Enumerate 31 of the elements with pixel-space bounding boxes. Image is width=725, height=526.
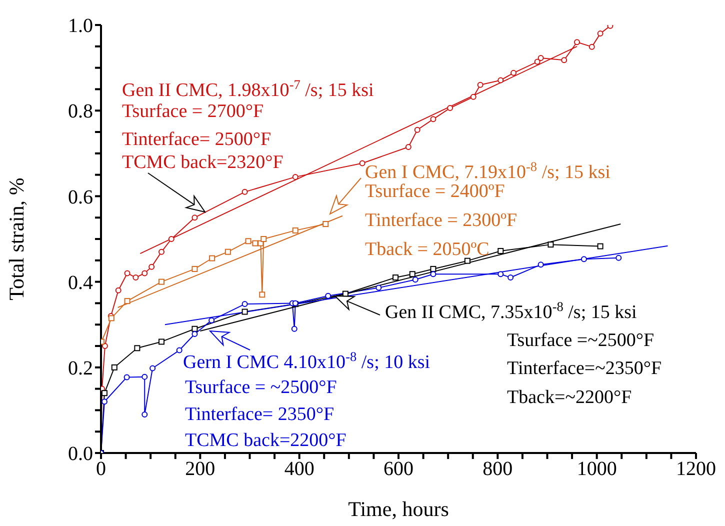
y-tick-label: 0.8 [68,100,93,123]
y-tick-label: 0.4 [68,272,93,294]
annotation: Tinterface = 2300ºF [365,210,518,231]
x-tick-label: 1200 [676,458,716,480]
annotation: Gen II CMC, 7.35x10$^{-8}$ /s; 15 ksi [385,298,637,323]
annotation: Tinterface= 2350°F [185,404,334,425]
y-tick-label: 0.6 [68,186,93,208]
annotation: Gen I CMC, 7.19x10$^{-8}$ /s; 15 ksi [365,158,610,183]
annotation: Tback=~2200°F [507,387,632,408]
y-tick-label: 0.2 [68,358,93,380]
y-tick-label: 0.0 [68,443,93,466]
y-axis-title: Total strain, % [4,178,28,300]
annotation: Tsurface = ~2500°F [185,377,337,398]
x-tick-label: 400 [284,458,314,480]
annotation: Gen II CMC, 1.98x10$^{-7}$ /s; 15 ksi [122,76,374,101]
y-tick-label: 1.0 [68,15,93,38]
x-axis-title: Time, hours [348,497,449,521]
annotation: Tinterface= 2500°F [122,129,272,150]
annotation: Gern I CMC 4.10x10$^{-8}$ /s; 10 ksi [183,348,430,373]
x-tick-label: 600 [384,458,414,480]
annotation: TCMC back=2200°F [185,430,346,451]
x-tick-label: 800 [482,458,513,480]
annotation: Tsurface =~2500°F [507,330,654,351]
annotation: TCMC back=2320°F [122,152,284,173]
x-tick-label: 0 [96,458,106,480]
annotation: Tback = 2050ºC [365,239,490,260]
x-tick-label: 1000 [576,458,617,480]
annotation: Tsurface = 2700°F [122,101,264,122]
x-tick-label: 200 [185,458,216,480]
annotation: Tinterface=~2350°F [507,358,662,379]
annotation: Tsurface = 2400ºF [365,181,505,202]
